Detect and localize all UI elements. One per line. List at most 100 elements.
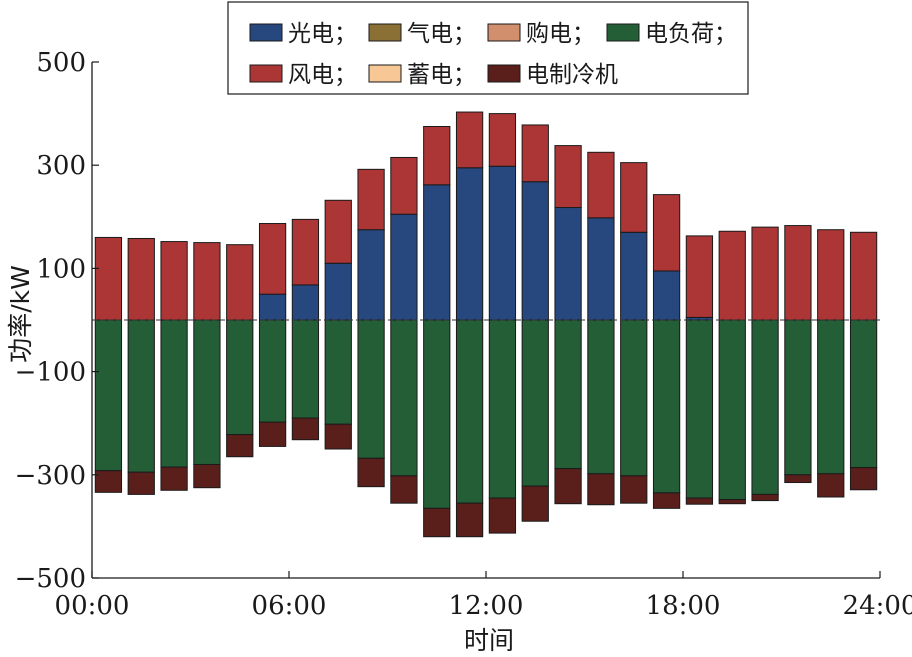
bar-电负荷-23 [817, 319, 845, 475]
bar-风电-6 [258, 223, 287, 295]
bar-电制冷机-24 [849, 467, 878, 491]
x-axis-title: 时间 [464, 626, 514, 655]
bar-光电-18 [652, 270, 681, 321]
x-tick-label: 06:00 [252, 591, 327, 621]
bar-电制冷机-3 [160, 466, 188, 491]
y-tick-label: −500 [15, 564, 86, 594]
y-tick-label: 100 [36, 254, 86, 284]
bar-风电-9 [357, 168, 385, 231]
bar-电负荷-17 [620, 319, 648, 477]
y-tick-label: −300 [15, 461, 86, 491]
legend-swatch-风电 [249, 64, 283, 83]
legend-label-风电: 风电； [288, 62, 357, 88]
bar-光电-15 [554, 207, 582, 321]
legend-swatch-电制冷机 [487, 64, 521, 83]
bar-风电-7 [291, 218, 320, 286]
bar-光电-14 [521, 181, 549, 321]
bar-电制冷机-9 [357, 457, 385, 488]
bar-光电-6 [258, 293, 287, 321]
bar-电制冷机-4 [193, 463, 221, 489]
bar-电负荷-18 [652, 319, 681, 494]
bar-风电-19 [685, 235, 714, 318]
bar-电负荷-2 [127, 319, 155, 473]
bar-电制冷机-11 [423, 507, 451, 538]
bar-电制冷机-12 [455, 502, 484, 538]
bar-电负荷-5 [226, 319, 254, 436]
legend-swatch-电负荷 [606, 23, 640, 42]
bar-风电-14 [521, 124, 549, 183]
x-tick-label: 00:00 [55, 591, 130, 621]
bar-光电-12 [455, 167, 484, 321]
legend-label-气电: 气电； [407, 21, 476, 47]
bar-电制冷机-15 [554, 468, 582, 505]
bar-风电-5 [226, 244, 254, 321]
bar-电制冷机-13 [488, 497, 517, 534]
bar-风电-23 [817, 229, 845, 321]
bar-风电-20 [718, 230, 746, 321]
bar-电负荷-15 [554, 319, 582, 470]
bar-area [94, 111, 878, 538]
bar-电负荷-12 [455, 319, 484, 504]
bar-电负荷-14 [521, 319, 549, 487]
bar-风电-18 [652, 194, 681, 272]
legend-swatch-购电 [487, 23, 521, 42]
bar-光电-17 [620, 231, 648, 321]
bar-电制冷机-8 [324, 423, 352, 450]
bar-电制冷机-19 [685, 497, 714, 505]
bar-电负荷-8 [324, 319, 352, 425]
bar-电制冷机-1 [94, 470, 123, 493]
bar-电负荷-7 [291, 319, 320, 419]
bar-风电-13 [488, 113, 517, 167]
bar-电制冷机-20 [718, 499, 746, 505]
bar-电制冷机-16 [587, 473, 615, 506]
bar-光电-8 [324, 262, 352, 321]
y-tick-label: 500 [36, 48, 86, 78]
y-axis-title: 功率/kW [6, 265, 35, 363]
bar-电制冷机-17 [620, 475, 648, 504]
bar-风电-3 [160, 241, 188, 321]
bar-电制冷机-21 [751, 493, 779, 502]
bar-风电-22 [784, 225, 812, 321]
bar-风电-2 [127, 237, 155, 321]
bar-风电-1 [94, 236, 123, 321]
bar-电制冷机-6 [258, 421, 287, 447]
bar-光电-13 [488, 165, 517, 321]
bar-电制冷机-5 [226, 434, 254, 458]
bar-电制冷机-2 [127, 471, 155, 495]
bar-风电-4 [193, 242, 221, 321]
legend-label-光电: 光电； [288, 21, 357, 47]
y-tick-label: −100 [15, 358, 86, 388]
legend-label-电负荷: 电负荷； [645, 21, 737, 47]
bar-光电-11 [423, 184, 451, 321]
x-tick-label: 24:00 [843, 591, 912, 621]
bar-电制冷机-23 [817, 473, 845, 498]
legend: 光电； 气电； 购电； 电负荷； 风电； 蓄电； 电制冷机 [227, 1, 749, 95]
bar-风电-17 [620, 162, 648, 233]
bar-风电-10 [390, 156, 418, 215]
bar-电负荷-3 [160, 319, 188, 468]
x-tick-label: 18:00 [646, 591, 721, 621]
legend-label-蓄电: 蓄电； [407, 62, 476, 88]
bar-风电-16 [587, 151, 615, 219]
bar-电负荷-10 [390, 319, 418, 477]
x-tick-label: 12:00 [449, 591, 524, 621]
bar-风电-15 [554, 145, 582, 209]
bar-风电-21 [751, 226, 779, 321]
bar-光电-10 [390, 213, 418, 321]
bar-风电-11 [423, 126, 451, 186]
bar-电负荷-9 [357, 319, 385, 459]
bar-电负荷-11 [423, 319, 451, 509]
bar-光电-16 [587, 217, 615, 321]
bar-风电-8 [324, 199, 352, 264]
bar-电负荷-1 [94, 319, 123, 472]
legend-label-购电: 购电； [526, 21, 595, 47]
bar-电负荷-24 [849, 319, 878, 469]
bar-电负荷-6 [258, 319, 287, 423]
legend-swatch-光电 [249, 23, 283, 42]
bar-电制冷机-10 [390, 475, 418, 504]
legend-label-电制冷机: 电制冷机 [526, 62, 618, 88]
bar-电负荷-16 [587, 319, 615, 475]
bar-电负荷-19 [685, 319, 714, 499]
